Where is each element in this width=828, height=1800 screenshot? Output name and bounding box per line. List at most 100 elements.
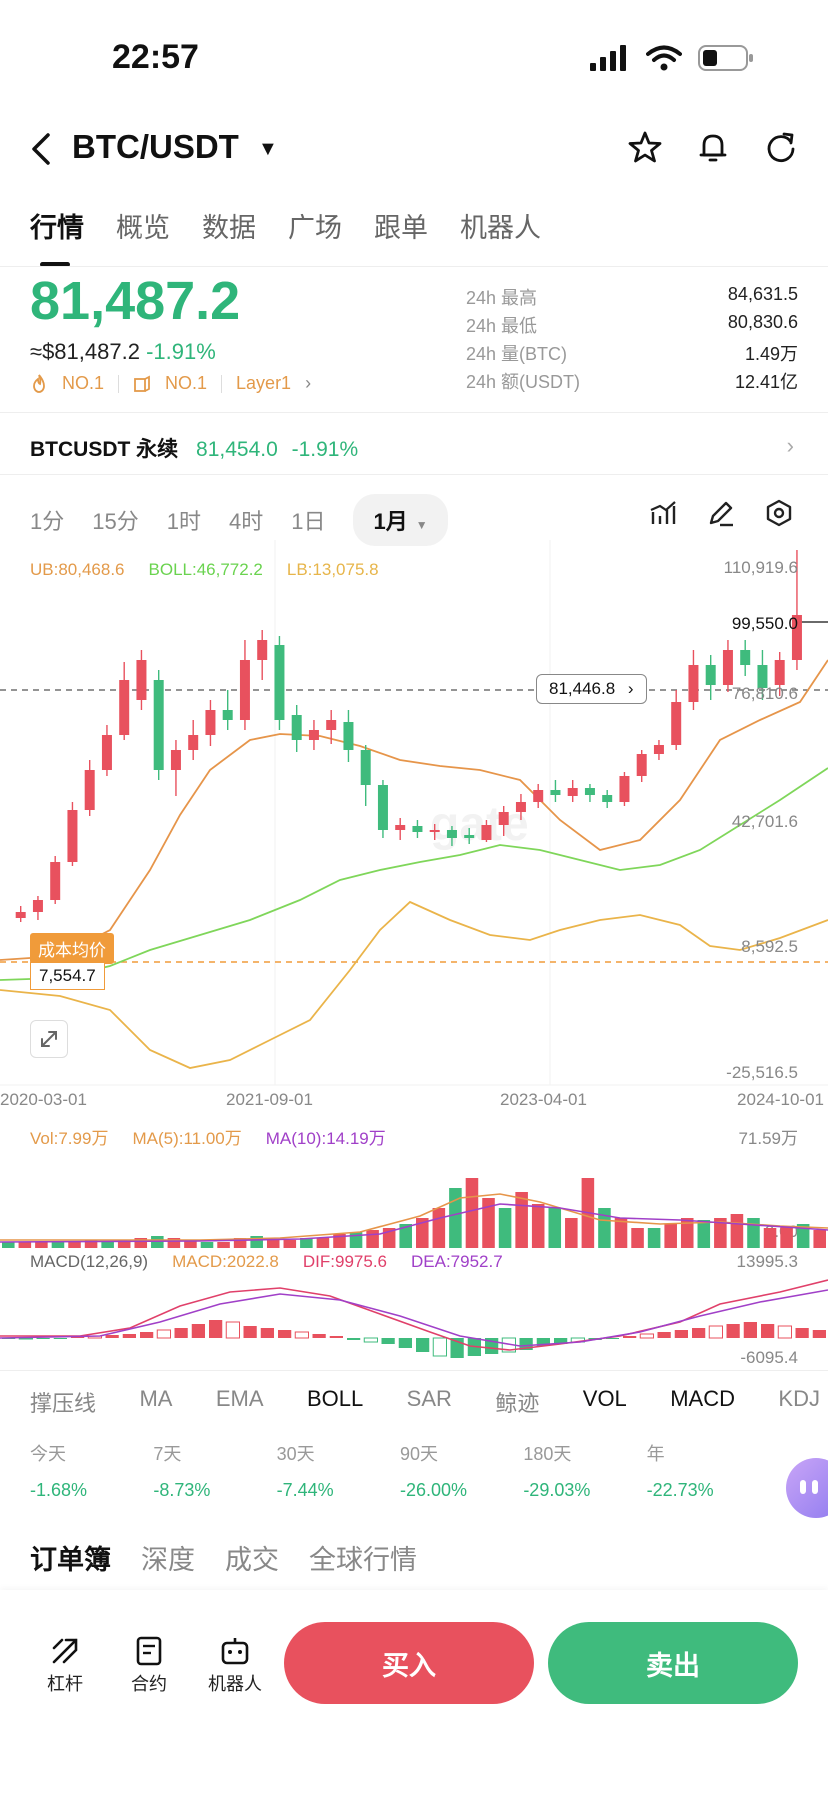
draw-pen-icon[interactable] (706, 498, 736, 528)
stat-row: 24h 量(BTC) 1.49万 (466, 340, 798, 368)
indicator-vol[interactable]: VOL (582, 1386, 627, 1411)
indicator-ma[interactable]: MA (139, 1386, 173, 1411)
back-icon[interactable] (30, 132, 52, 166)
main-tabs: 行情 概览 数据 广场 跟单 机器人 (30, 206, 541, 267)
indicator-icon[interactable] (648, 498, 678, 528)
candle-body (153, 680, 164, 770)
stat-label: 24h 最低 (466, 316, 538, 336)
macd-top: 13995.3 (736, 1252, 798, 1271)
current-price-value: 81,446.8 (549, 679, 616, 698)
battery-icon (698, 45, 753, 71)
vol-legend: Vol:7.99万 MA(5):11.00万 MA(10):14.19万 (30, 1124, 386, 1149)
contract-button[interactable]: 合约 (124, 1632, 174, 1696)
expand-chart-button[interactable] (30, 1020, 68, 1058)
indicator-whale[interactable]: 鲸迹 (495, 1391, 540, 1416)
current-price-tag[interactable]: 81,446.8 › (536, 674, 647, 704)
vol-value: Vol:7.99万 (30, 1129, 109, 1148)
contract-label: 合约 (131, 1674, 167, 1694)
tab-orderbook[interactable]: 订单簿 (30, 1545, 111, 1575)
perpetual-row[interactable]: BTCUSDT 永续 81,454.0 -1.91% (30, 433, 358, 463)
buy-button[interactable]: 买入 (284, 1622, 534, 1704)
volume-bar (763, 1228, 777, 1248)
pair-selector[interactable]: BTC/USDT ▼ (72, 128, 278, 166)
tab-market[interactable]: 行情 (30, 206, 84, 267)
lever-button[interactable]: 杠杆 (40, 1632, 90, 1696)
candle-body (412, 826, 423, 832)
sell-button[interactable]: 卖出 (548, 1622, 798, 1704)
signal-icon (590, 45, 626, 71)
boll-mid-line (0, 767, 828, 981)
kline-chart[interactable]: gate 110,919.6 (0, 540, 828, 1100)
y-tick-4: 8,592.5 (741, 937, 798, 956)
tab-copy-trade[interactable]: 跟单 (374, 213, 428, 243)
star-icon[interactable] (628, 130, 662, 164)
volume-bar (366, 1230, 379, 1248)
candle-body (446, 830, 457, 838)
volume-bar (747, 1218, 760, 1248)
chevron-right-icon[interactable]: › (786, 433, 794, 458)
candle-body (429, 830, 440, 832)
robot-button[interactable]: 机器人 (200, 1632, 270, 1696)
settings-hex-icon[interactable] (764, 498, 794, 528)
volume-bar (813, 1230, 826, 1248)
cost-label: 成本均价 (30, 933, 114, 964)
chevron-right-icon: › (305, 373, 312, 393)
stat-label: 24h 量(BTC) (466, 344, 568, 364)
perf-cell: 30天 -7.44% (277, 1440, 400, 1501)
macd-legend: MACD(12,26,9) MACD:2022.8 DIF:9975.6 DEA… (30, 1252, 503, 1272)
perf-label: 90天 (399, 1444, 439, 1464)
macd-bar (639, 1333, 654, 1339)
tab-depth[interactable]: 深度 (141, 1545, 195, 1575)
candlesticks (15, 550, 802, 922)
lever-icon (40, 1632, 90, 1670)
indicator-sar[interactable]: SAR (406, 1386, 452, 1411)
rank-tags[interactable]: NO.1 NO.1 Layer1 › (30, 373, 311, 394)
volume-bar (51, 1242, 65, 1248)
candle-body (84, 770, 95, 810)
tab-overview[interactable]: 概览 (116, 213, 170, 243)
candle-body (498, 812, 509, 825)
indicator-macd[interactable]: MACD (670, 1386, 735, 1411)
tab-robot[interactable]: 机器人 (460, 213, 541, 243)
volume-bar (697, 1220, 711, 1248)
timeframe-4h[interactable]: 4时 (228, 509, 264, 534)
indicator-boll[interactable]: BOLL (306, 1386, 364, 1411)
candle-body (170, 750, 181, 770)
high-marker: 99,550.0 (731, 614, 798, 633)
macd-bar (363, 1337, 378, 1343)
vol-ma10-line (0, 1203, 828, 1243)
chat-assistant-bubble[interactable] (786, 1458, 828, 1518)
contract-icon (124, 1632, 174, 1670)
macd-bar (777, 1325, 792, 1339)
timeframe-1d[interactable]: 1日 (291, 509, 326, 534)
timeframe-1h[interactable]: 1时 (166, 509, 201, 534)
macd-bar (381, 1338, 395, 1344)
macd-dif: DIF:9975.6 (302, 1252, 387, 1271)
macd-bar (674, 1330, 688, 1338)
macd-histogram (2, 1320, 826, 1358)
indicator-support[interactable]: 撑压线 (30, 1391, 97, 1416)
tab-global[interactable]: 全球行情 (309, 1545, 417, 1575)
refresh-icon[interactable] (764, 130, 798, 164)
macd-bar (243, 1326, 257, 1338)
bell-icon[interactable] (696, 130, 730, 164)
macd-bar (174, 1328, 188, 1338)
volume-bar (449, 1188, 462, 1248)
rank-tag-cap: NO.1 (165, 373, 208, 393)
perf-label: 180天 (523, 1444, 572, 1464)
tag-layer1: Layer1 (236, 373, 292, 393)
status-icons (590, 44, 754, 72)
perf-cell: 7天 -8.73% (153, 1440, 276, 1501)
tab-trades[interactable]: 成交 (225, 1545, 279, 1575)
indicator-kdj[interactable]: KDJ (778, 1386, 820, 1411)
candle-body (636, 754, 647, 776)
tab-square[interactable]: 广场 (288, 213, 342, 243)
timeframe-1m[interactable]: 1分 (30, 509, 65, 534)
volume-bar (167, 1238, 181, 1248)
timeframe-active-dropdown[interactable]: 1月 ▼ (353, 494, 448, 546)
tab-data[interactable]: 数据 (202, 213, 256, 243)
indicator-ema[interactable]: EMA (215, 1386, 264, 1411)
candle-body (464, 835, 475, 838)
timeframe-15m[interactable]: 15分 (92, 509, 139, 534)
volume-bar (316, 1238, 330, 1248)
